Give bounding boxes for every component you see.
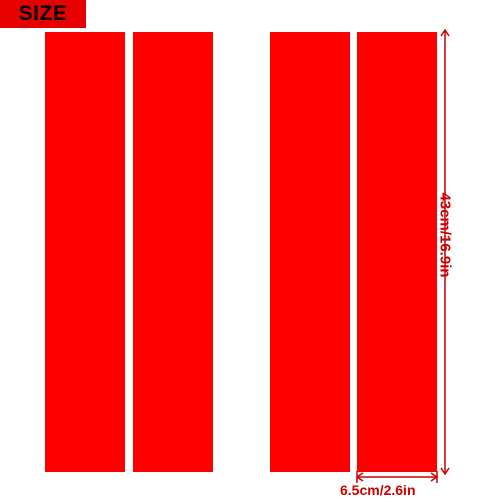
red-strip-1 xyxy=(45,32,125,472)
red-strip-3 xyxy=(270,32,350,472)
red-strip-4 xyxy=(357,32,437,472)
size-badge: SIZE xyxy=(0,0,86,28)
length-dimension-label: 43cm/16.9in xyxy=(436,192,454,278)
red-strip-2 xyxy=(133,32,213,472)
width-dimension-arrow xyxy=(355,470,439,484)
size-badge-label: SIZE xyxy=(18,2,68,25)
length-dimension-arrow xyxy=(437,28,453,476)
width-dimension-label: 6.5cm/2.6in xyxy=(340,482,416,498)
